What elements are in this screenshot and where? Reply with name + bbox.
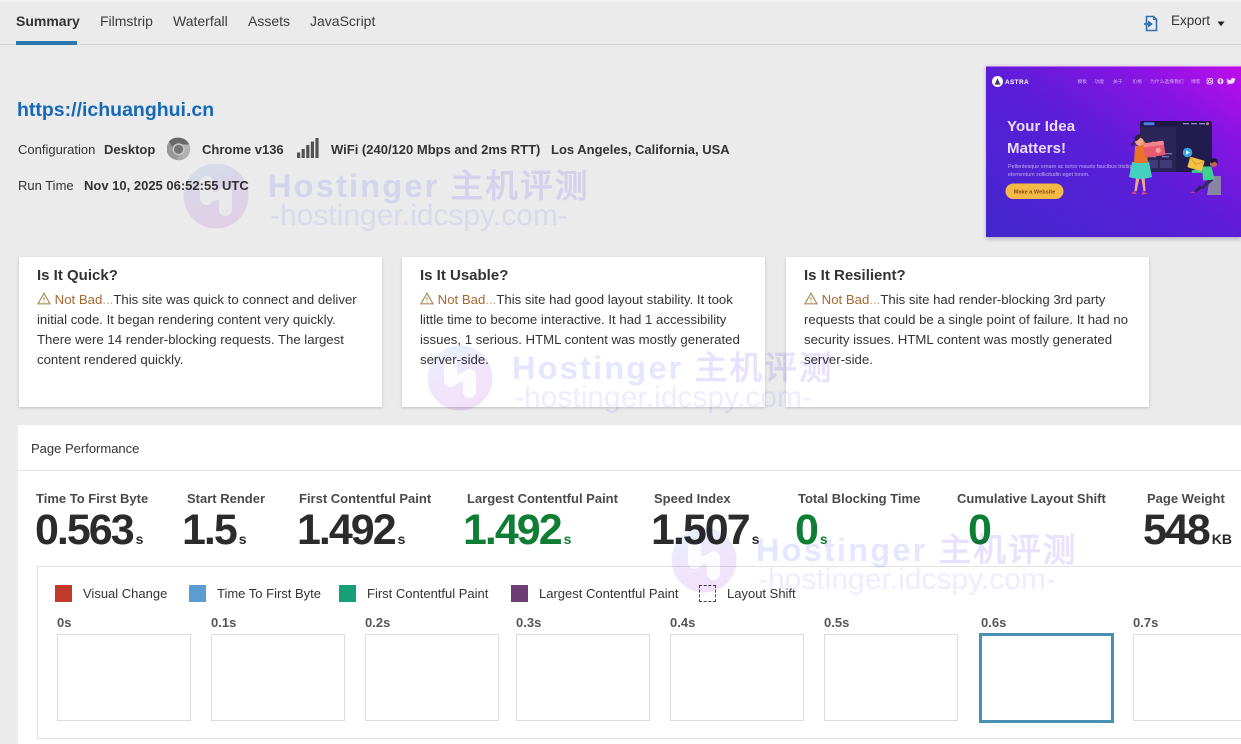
svg-text:为什么选择我们: 为什么选择我们: [1150, 78, 1184, 85]
svg-text:Pellentesque ornare ac tortor: Pellentesque ornare ac tortor mauris fau…: [1008, 164, 1137, 170]
svg-text:功能: 功能: [1095, 78, 1105, 85]
svg-text:Make a Website: Make a Website: [1014, 190, 1056, 196]
svg-text:Your Idea: Your Idea: [1007, 118, 1076, 135]
svg-text:博客: 博客: [1191, 78, 1201, 85]
svg-text:模板: 模板: [1078, 78, 1088, 85]
svg-text:Matters!: Matters!: [1007, 140, 1066, 157]
svg-text:ASTRA: ASTRA: [1005, 79, 1029, 86]
svg-text:价格: 价格: [1133, 78, 1143, 85]
svg-text:关于: 关于: [1113, 78, 1123, 85]
svg-text:elementum sollicitudin eget lo: elementum sollicitudin eget lorem.: [1008, 172, 1090, 178]
